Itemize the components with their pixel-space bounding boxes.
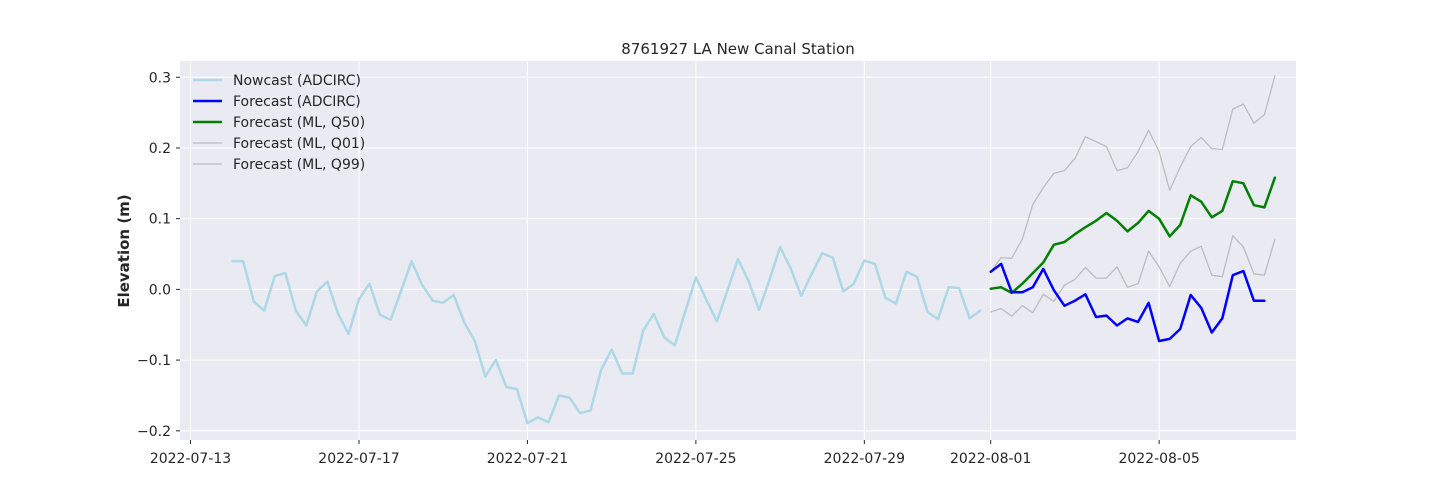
legend: Nowcast (ADCIRC) Forecast (ADCIRC) Forecas…	[193, 73, 365, 173]
y-tick-label: −0.1	[137, 353, 171, 369]
x-tick-label: 2022-07-25	[655, 451, 736, 467]
series-line-4	[990, 75, 1276, 273]
y-tick-label: 0.3	[149, 70, 171, 86]
legend-entry-label: Forecast (ADCIRC)	[233, 94, 361, 110]
y-tick-label: −0.2	[137, 424, 171, 440]
x-tick-label: 2022-07-21	[487, 451, 568, 467]
plot-background	[180, 61, 1296, 440]
series-line-0	[231, 245, 982, 425]
y-tick-label: 0.0	[149, 282, 171, 298]
y-tick-label: 0.1	[149, 212, 171, 228]
x-tick-label: 2022-08-05	[1118, 451, 1199, 467]
series-layer	[231, 75, 1277, 425]
x-tick-label: 2022-07-17	[318, 451, 399, 467]
series-line-2	[989, 176, 1277, 295]
series-line-1	[989, 262, 1266, 343]
series-line-3	[990, 235, 1276, 317]
y-tick-label: 0.2	[149, 141, 171, 157]
x-tick-label: 2022-07-13	[150, 451, 231, 467]
x-axis: 2022-07-13 2022-07-17 2022-07-21 2022-07-25…	[150, 440, 1200, 467]
chart-title: 8761927 LA New Canal Station	[621, 40, 854, 58]
y-axis-label: Elevation (m)	[115, 194, 133, 307]
x-tick-label: 2022-08-01	[950, 451, 1031, 467]
y-axis: −0.2 −0.1 0.0 0.1 0.2 0.3	[137, 70, 180, 440]
legend-entry-label: Forecast (ML, Q01)	[233, 136, 365, 152]
legend-entry-label: Nowcast (ADCIRC)	[233, 73, 361, 89]
legend-entry-label: Forecast (ML, Q50)	[233, 115, 365, 131]
x-tick-label: 2022-07-29	[824, 451, 905, 467]
legend-entry-label: Forecast (ML, Q99)	[233, 157, 365, 173]
grid	[180, 61, 1296, 440]
